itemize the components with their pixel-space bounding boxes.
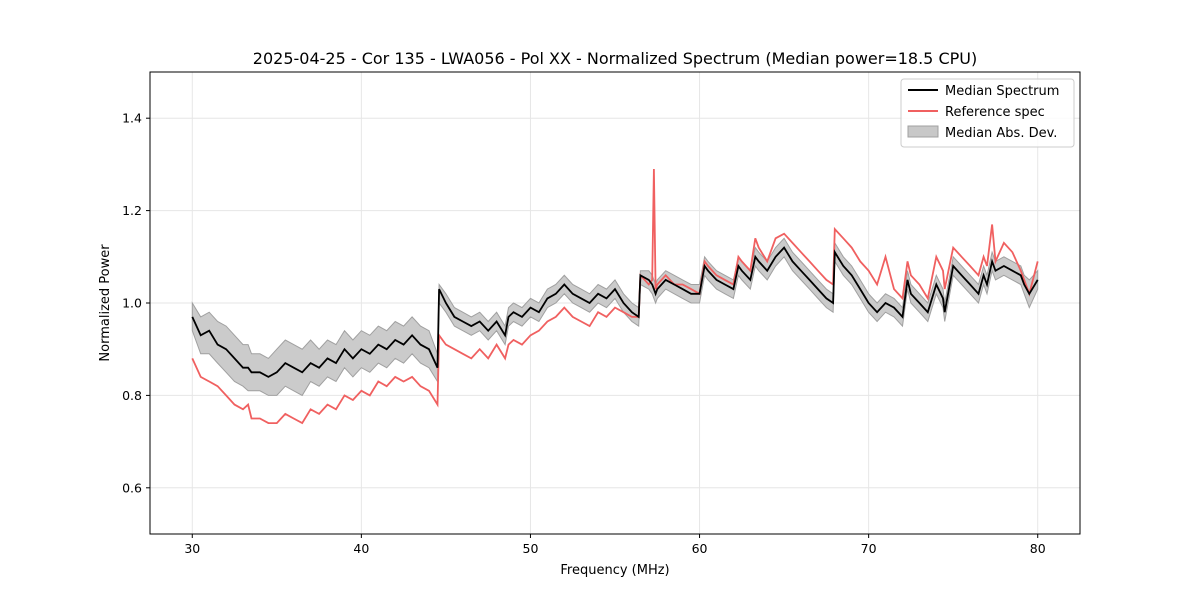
y-tick-label: 0.6 <box>122 480 142 495</box>
x-axis-label: Frequency (MHz) <box>560 563 669 578</box>
x-tick-label: 70 <box>861 541 877 556</box>
median-spectrum-line <box>191 246 1039 378</box>
legend-mad-swatch <box>907 125 939 138</box>
x-tick-label: 30 <box>184 541 200 556</box>
legend-mad-label: Median Abs. Dev. <box>945 126 1057 141</box>
legend-reference-label: Reference spec <box>945 105 1045 120</box>
y-tick-label: 1.0 <box>122 296 142 311</box>
x-tick-label: 60 <box>692 541 708 556</box>
x-tick-label: 80 <box>1030 541 1046 556</box>
chart-title: 2025-04-25 - Cor 135 - LWA056 - Pol XX -… <box>253 49 977 68</box>
x-tick-label: 50 <box>523 541 539 556</box>
ticks: 30 40 50 60 70 80 0.6 0.8 1.0 1.2 1.4 <box>122 111 1046 556</box>
y-tick-label: 1.4 <box>122 111 142 126</box>
reference-series-layer <box>191 168 1039 425</box>
legend-median-label: Median Spectrum <box>945 84 1059 99</box>
y-tick-label: 1.2 <box>122 203 142 218</box>
mad-band <box>191 237 1039 397</box>
y-tick-label: 0.8 <box>122 388 142 403</box>
legend: Median Spectrum Reference spec Median Ab… <box>900 78 1075 148</box>
y-axis-label: Normalized Power <box>98 244 113 362</box>
reference-spectrum-line <box>191 168 1039 425</box>
median-series-layer <box>191 246 1039 378</box>
x-tick-label: 40 <box>353 541 369 556</box>
mad-band-layer <box>191 237 1039 397</box>
legend-box <box>900 78 1075 148</box>
